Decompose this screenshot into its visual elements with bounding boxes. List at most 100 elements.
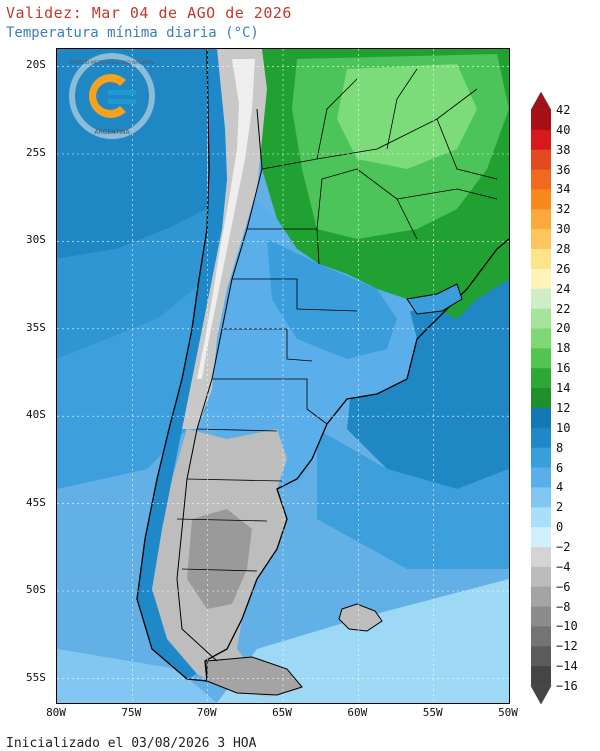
lat-label: 45S xyxy=(26,495,46,509)
legend-tick-label: −2 xyxy=(556,539,571,554)
legend-bottom-arrow xyxy=(530,685,552,704)
ocean-cold-southwest xyxy=(57,649,217,703)
color-legend xyxy=(530,92,552,704)
legend-tick-label: 12 xyxy=(556,400,571,415)
legend-top-arrow xyxy=(530,92,552,111)
legend-swatch xyxy=(531,229,551,250)
south-america-coastline xyxy=(136,49,509,682)
argentina-chile-border xyxy=(176,108,263,662)
legend-tick-label: −10 xyxy=(556,619,578,634)
legend-tick-label: −8 xyxy=(556,599,571,614)
legend-swatch xyxy=(531,110,551,131)
legend-swatch xyxy=(531,626,551,647)
logo-country-text: ARGENTINA xyxy=(94,129,130,136)
provincial-borders xyxy=(176,168,498,572)
lat-label: 20S xyxy=(26,58,46,72)
falkland-islands xyxy=(338,603,383,632)
legend-tick-label: −12 xyxy=(556,639,578,654)
lat-label: 50S xyxy=(26,583,46,597)
legend-tick-label: 0 xyxy=(556,520,564,535)
legend-swatch xyxy=(531,666,551,687)
legend-tick-label: 14 xyxy=(556,381,571,396)
legend-tick-label: 38 xyxy=(556,142,571,157)
legend-tick-label: 16 xyxy=(556,361,571,376)
legend-swatch xyxy=(531,388,551,409)
legend-swatch xyxy=(531,566,551,588)
legend-tick-label: 32 xyxy=(556,202,571,217)
lat-label: 55S xyxy=(26,670,46,684)
map-panel: SERVICIO METEOROLÓGICO NACIONAL ARGENTIN… xyxy=(56,48,510,704)
legend-swatch xyxy=(531,288,551,310)
lon-label: 50W xyxy=(498,706,518,719)
lon-label: 60W xyxy=(347,706,368,719)
legend-tick-label: 10 xyxy=(556,420,571,435)
legend-tick-label: 18 xyxy=(556,341,571,356)
map-title: Validez: Mar 04 de AGO de 2026 xyxy=(6,4,292,22)
lon-label: 55W xyxy=(422,706,443,719)
legend-tick-label: 2 xyxy=(556,500,564,515)
legend-swatch xyxy=(531,129,551,151)
legend-tick-label: 8 xyxy=(556,440,564,455)
logo-blue-bar-2 xyxy=(108,99,136,104)
tierra-del-fuego xyxy=(206,656,303,696)
andes-snow xyxy=(197,59,255,379)
legend-tick-label: 42 xyxy=(556,103,571,117)
lon-label: 65W xyxy=(272,706,292,719)
legend-swatch xyxy=(531,189,551,210)
legend-tick-label: 24 xyxy=(556,281,571,296)
legend-tick-label: 6 xyxy=(556,460,564,475)
legend-tick-label: 22 xyxy=(556,301,571,316)
lat-label: 30S xyxy=(26,233,46,247)
lat-label: 25S xyxy=(26,145,46,159)
lon-label: 80W xyxy=(46,706,66,719)
legend-swatch xyxy=(531,467,551,488)
init-timestamp: Inicializado el 03/08/2026 3 HOA xyxy=(6,736,257,751)
logo-blue-bar-1 xyxy=(108,90,136,95)
legend-swatch xyxy=(531,487,551,508)
lat-label: 35S xyxy=(26,320,46,334)
logo-outer-ring xyxy=(69,53,155,139)
legend-swatch xyxy=(531,427,551,449)
legend-swatch xyxy=(531,268,551,290)
legend-swatch xyxy=(531,586,551,607)
ocean-mid-atlantic xyxy=(317,429,509,569)
legend-tick-label: −6 xyxy=(556,579,571,594)
map-gridlines xyxy=(57,49,509,703)
land-pampa-warm xyxy=(267,239,397,359)
legend-tick-label: 40 xyxy=(556,122,571,137)
legend-swatch xyxy=(531,447,551,468)
temperature-map: SERVICIO METEOROLÓGICO NACIONAL ARGENTIN… xyxy=(57,49,509,703)
lat-label: 40S xyxy=(26,408,46,422)
legend-swatch xyxy=(531,348,551,369)
legend-tick-label: 36 xyxy=(556,162,571,177)
smn-logo: SERVICIO METEOROLÓGICO NACIONAL ARGENTIN… xyxy=(68,53,156,139)
lon-label: 75W xyxy=(121,706,142,719)
legend-tick-label: 30 xyxy=(556,222,571,237)
logo-orange-c xyxy=(88,74,126,118)
legend-tick-label: 20 xyxy=(556,321,571,336)
legend-tick-label: −4 xyxy=(556,559,571,574)
legend-swatch xyxy=(531,646,551,667)
legend-tick-label: 28 xyxy=(556,242,571,257)
legend-swatch xyxy=(531,507,551,528)
legend-swatch xyxy=(531,308,551,329)
legend-swatch xyxy=(531,169,551,190)
legend-swatch xyxy=(531,606,551,627)
legend-swatch xyxy=(531,407,551,429)
legend-swatch xyxy=(531,249,551,270)
legend-tick-label: 26 xyxy=(556,261,571,276)
chile-coast xyxy=(137,49,227,679)
legend-tick-label: −16 xyxy=(556,679,578,693)
legend-tick-label: 34 xyxy=(556,182,571,197)
legend-swatch xyxy=(531,209,551,230)
rio-de-la-plata xyxy=(406,283,463,315)
northern-country-borders xyxy=(261,68,498,180)
lon-label: 70W xyxy=(196,706,217,719)
legend-swatch xyxy=(531,149,551,170)
legend-swatch xyxy=(531,527,551,548)
land-patagonia-dark xyxy=(187,509,252,609)
legend-swatch xyxy=(531,368,551,389)
legend-swatch xyxy=(531,546,551,568)
land-hot-core xyxy=(337,64,477,169)
legend-tick-label: −14 xyxy=(556,659,578,674)
